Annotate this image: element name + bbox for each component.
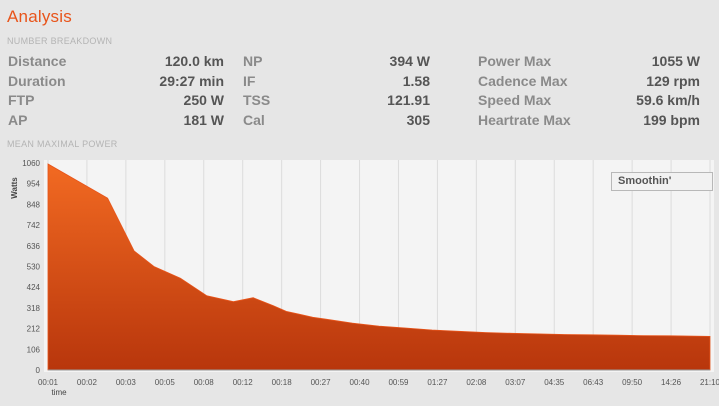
stat-value: 394 W [389, 53, 430, 69]
stat-value: 305 [406, 111, 430, 128]
stat-row: Distance 120.0 km NP 394 W Power Max 1055 W [0, 53, 719, 73]
y-tick-label: 424 [27, 283, 41, 292]
stat-value: 120.0 km [164, 53, 224, 69]
stat-label: IF [243, 72, 256, 89]
stat-value: 199 bpm [643, 111, 700, 128]
x-tick-label: 00:12 [233, 378, 254, 387]
stat-label: Heartrate Max [478, 111, 571, 128]
x-tick-label: 00:18 [272, 378, 293, 387]
y-tick-label: 530 [27, 263, 41, 272]
x-tick-label: 00:08 [194, 378, 215, 387]
y-tick-label: 1060 [22, 159, 40, 168]
stat-label: TSS [243, 92, 271, 108]
stat-value: 1.58 [402, 72, 430, 89]
stat-label: Power Max [478, 53, 552, 69]
y-tick-label: 742 [27, 221, 41, 230]
number-breakdown-heading: NUMBER BREAKDOWN [7, 36, 113, 46]
stat-label: NP [243, 53, 263, 69]
x-tick-label: 00:03 [116, 378, 137, 387]
stat-label: FTP [8, 92, 35, 108]
x-tick-label: 00:40 [350, 378, 371, 387]
x-tick-label: 03:07 [505, 378, 526, 387]
x-tick-label: 00:59 [388, 378, 409, 387]
stat-label: Speed Max [478, 92, 552, 108]
stat-value: 29:27 min [159, 72, 224, 89]
stats-panel: Distance 120.0 km NP 394 W Power Max 1055 W Du… [0, 53, 719, 133]
y-tick-label: 954 [27, 180, 41, 189]
stat-value: 250 W [183, 92, 224, 108]
y-tick-label: 106 [27, 345, 41, 354]
y-axis-label: Watts [10, 177, 19, 199]
smoothing-select[interactable]: Smoothin' [611, 172, 713, 191]
stat-value: 181 W [183, 111, 224, 128]
x-tick-label: 14:26 [661, 378, 682, 387]
y-tick-label: 636 [27, 242, 41, 251]
y-tick-label: 318 [27, 304, 41, 313]
x-tick-label: 21:10 [700, 378, 719, 387]
y-tick-label: 848 [27, 200, 41, 209]
x-tick-label: 09:50 [622, 378, 643, 387]
stat-value: 59.6 km/h [636, 92, 700, 108]
x-tick-label: 04:35 [544, 378, 565, 387]
stat-value: 121.91 [387, 92, 430, 108]
mean-maximal-power-heading: MEAN MAXIMAL POWER [7, 139, 118, 149]
stat-row: FTP 250 W TSS 121.91 Speed Max 59.6 km/h [0, 92, 719, 112]
stat-row: Duration 29:27 min IF 1.58 Cadence Max 129 rp… [0, 73, 719, 93]
x-tick-label: 01:27 [427, 378, 448, 387]
x-tick-label: 00:01 [38, 378, 59, 387]
stat-value: 1055 W [651, 53, 700, 69]
x-tick-label: 00:05 [155, 378, 176, 387]
stat-label: Distance [8, 53, 67, 69]
page-title: Analysis [7, 7, 72, 26]
stat-value: 129 rpm [646, 72, 700, 89]
stat-label: Cadence Max [478, 72, 568, 89]
power-area-series [47, 163, 711, 371]
stat-label: Duration [8, 72, 66, 89]
x-tick-label: 00:02 [77, 378, 98, 387]
x-axis-label: time [51, 388, 67, 397]
stat-label: Cal [243, 111, 265, 128]
x-tick-label: 06:43 [583, 378, 604, 387]
y-tick-label: 0 [36, 366, 41, 375]
stat-label: AP [8, 111, 28, 128]
y-tick-label: 212 [27, 325, 41, 334]
x-tick-label: 00:27 [311, 378, 332, 387]
x-tick-label: 02:08 [466, 378, 487, 387]
stat-row: AP 181 W Cal 305 Heartrate Max 199 bpm [0, 112, 719, 132]
